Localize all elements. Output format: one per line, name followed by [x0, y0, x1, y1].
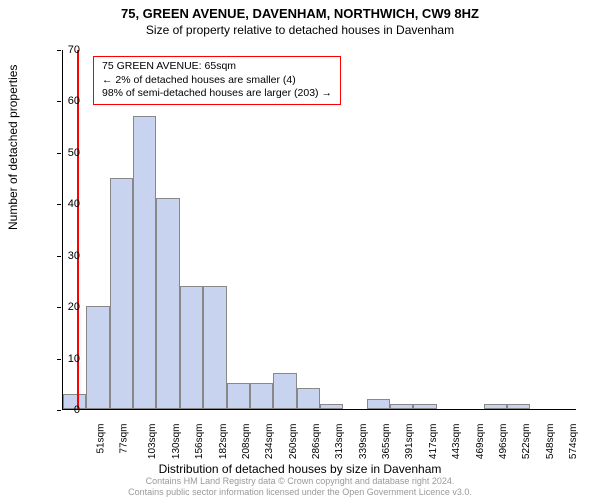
footer-line2: Contains public sector information licen… — [0, 487, 600, 498]
histogram-bar — [507, 404, 530, 409]
xtick-label: 208sqm — [241, 424, 252, 460]
footer-line1: Contains HM Land Registry data © Crown c… — [0, 476, 600, 487]
xtick-label: 51sqm — [95, 424, 106, 454]
ytick-label: 0 — [60, 404, 80, 416]
histogram-bar — [156, 198, 179, 409]
xtick-label: 77sqm — [119, 424, 130, 454]
histogram-bar — [297, 388, 320, 409]
xtick-label: 156sqm — [194, 424, 205, 460]
histogram-bar — [250, 383, 273, 409]
chart-subtitle: Size of property relative to detached ho… — [0, 21, 600, 41]
histogram-bar — [367, 399, 390, 409]
xtick-label: 103sqm — [147, 424, 158, 460]
x-axis-label: Distribution of detached houses by size … — [0, 462, 600, 476]
xtick-label: 443sqm — [451, 424, 462, 460]
xtick-label: 313sqm — [334, 424, 345, 460]
xtick-label: 391sqm — [404, 424, 415, 460]
histogram-bar — [133, 116, 156, 409]
histogram-bar — [110, 178, 133, 409]
ytick-label: 50 — [60, 147, 80, 159]
xtick-label: 130sqm — [171, 424, 182, 460]
xtick-label: 469sqm — [475, 424, 486, 460]
xtick-label: 365sqm — [381, 424, 392, 460]
ytick-label: 70 — [60, 44, 80, 56]
xtick-label: 417sqm — [428, 424, 439, 460]
plot-area: 75 GREEN AVENUE: 65sqm← 2% of detached h… — [62, 50, 576, 410]
histogram-bar — [484, 404, 507, 409]
histogram-bar — [273, 373, 296, 409]
footer-attribution: Contains HM Land Registry data © Crown c… — [0, 476, 600, 498]
histogram-bar — [227, 383, 250, 409]
xtick-label: 574sqm — [568, 424, 579, 460]
ytick-label: 30 — [60, 250, 80, 262]
xtick-label: 286sqm — [311, 424, 322, 460]
chart-container: 75, GREEN AVENUE, DAVENHAM, NORTHWICH, C… — [0, 0, 600, 500]
histogram-bar — [203, 286, 226, 409]
histogram-bar — [320, 404, 343, 409]
ytick-label: 10 — [60, 353, 80, 365]
xtick-label: 260sqm — [288, 424, 299, 460]
xtick-label: 522sqm — [521, 424, 532, 460]
annotation-box: 75 GREEN AVENUE: 65sqm← 2% of detached h… — [93, 56, 341, 105]
annotation-line: 98% of semi-detached houses are larger (… — [102, 87, 332, 101]
ytick-label: 40 — [60, 198, 80, 210]
chart-title: 75, GREEN AVENUE, DAVENHAM, NORTHWICH, C… — [0, 0, 600, 21]
histogram-bar — [180, 286, 203, 409]
histogram-bar — [390, 404, 413, 409]
xtick-label: 548sqm — [545, 424, 556, 460]
annotation-line: ← 2% of detached houses are smaller (4) — [102, 74, 332, 88]
xtick-label: 182sqm — [218, 424, 229, 460]
y-axis-label: Number of detached properties — [6, 65, 20, 230]
annotation-line: 75 GREEN AVENUE: 65sqm — [102, 60, 332, 74]
xtick-label: 339sqm — [358, 424, 369, 460]
histogram-bar — [86, 306, 109, 409]
xtick-label: 496sqm — [498, 424, 509, 460]
ytick-label: 20 — [60, 301, 80, 313]
ytick-label: 60 — [60, 95, 80, 107]
xtick-label: 234sqm — [264, 424, 275, 460]
histogram-bar — [413, 404, 436, 409]
